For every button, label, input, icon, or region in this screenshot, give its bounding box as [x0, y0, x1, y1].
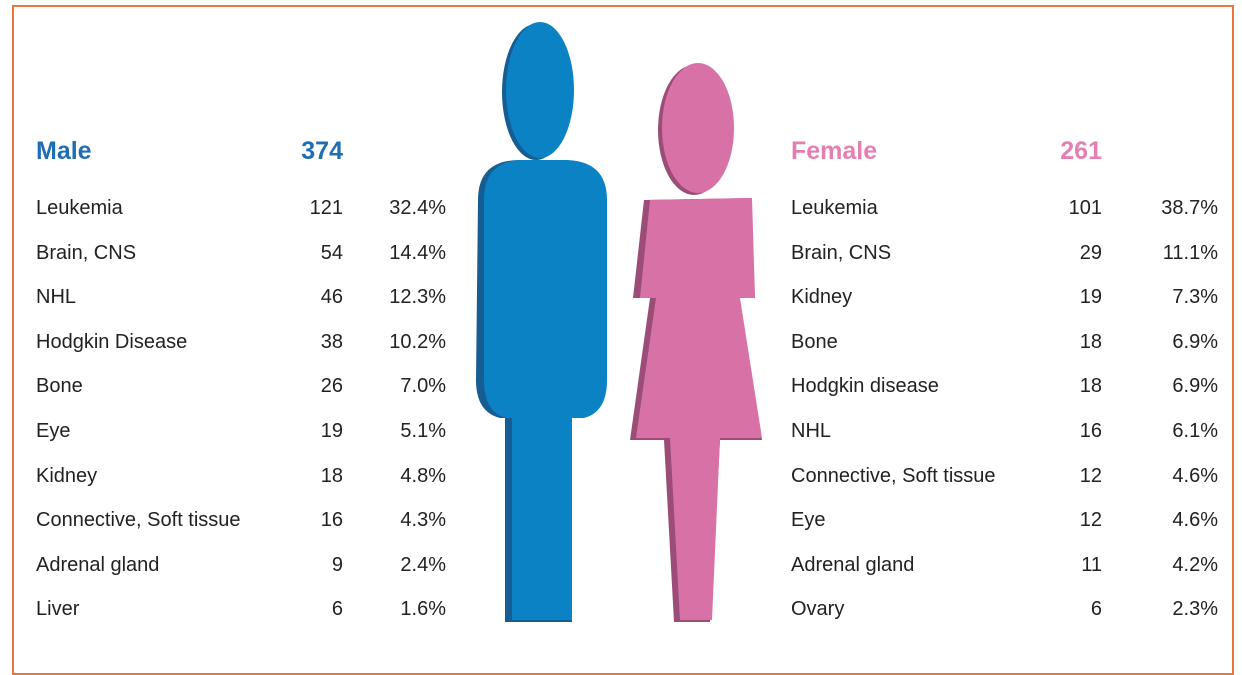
row-percent: 4.6%	[1172, 508, 1218, 532]
row-percent: 4.6%	[1172, 464, 1218, 488]
row-percent: 38.7%	[1161, 196, 1218, 220]
row-count: 11	[1081, 553, 1102, 577]
row-label: Kidney	[791, 285, 852, 309]
row-label: NHL	[36, 285, 76, 309]
row-count: 19	[321, 419, 343, 443]
row-percent: 4.3%	[400, 508, 446, 532]
row-count: 101	[1069, 196, 1102, 220]
row-percent: 6.9%	[1172, 330, 1218, 354]
row-count: 16	[321, 508, 343, 532]
row-count: 18	[1080, 330, 1102, 354]
row-percent: 7.0%	[400, 374, 446, 398]
row-percent: 10.2%	[389, 330, 446, 354]
row-percent: 2.4%	[400, 553, 446, 577]
row-label: Leukemia	[791, 196, 878, 220]
row-percent: 7.3%	[1172, 285, 1218, 309]
group-title: Female	[791, 136, 877, 166]
row-label: NHL	[791, 419, 831, 443]
group-total: 261	[1060, 136, 1102, 166]
row-count: 54	[321, 241, 343, 265]
row-count: 12	[1080, 508, 1102, 532]
row-label: Adrenal gland	[36, 553, 159, 577]
male-figure	[476, 22, 607, 622]
row-count: 26	[321, 374, 343, 398]
row-label: Kidney	[36, 464, 97, 488]
row-label: Eye	[36, 419, 70, 443]
row-percent: 1.6%	[400, 597, 446, 621]
female-figure	[630, 63, 762, 622]
row-percent: 4.2%	[1172, 553, 1218, 577]
group-total: 374	[301, 136, 343, 166]
row-count: 46	[321, 285, 343, 309]
row-label: Hodgkin Disease	[36, 330, 187, 354]
row-count: 9	[332, 553, 343, 577]
row-count: 18	[321, 464, 343, 488]
row-label: Brain, CNS	[36, 241, 136, 265]
group-title: Male	[36, 136, 92, 166]
row-label: Bone	[36, 374, 83, 398]
row-count: 6	[1091, 597, 1102, 621]
row-count: 18	[1080, 374, 1102, 398]
row-count: 16	[1080, 419, 1102, 443]
row-percent: 14.4%	[389, 241, 446, 265]
row-label: Connective, Soft tissue	[36, 508, 241, 532]
row-label: Leukemia	[36, 196, 123, 220]
row-label: Ovary	[791, 597, 844, 621]
row-percent: 12.3%	[389, 285, 446, 309]
row-percent: 6.9%	[1172, 374, 1218, 398]
row-label: Liver	[36, 597, 79, 621]
row-count: 121	[310, 196, 343, 220]
page: Male 374 Leukemia 121 32.4% Brain, CNS 54 14.4%…	[0, 0, 1242, 665]
row-label: Hodgkin disease	[791, 374, 939, 398]
row-percent: 32.4%	[389, 196, 446, 220]
row-label: Adrenal gland	[791, 553, 914, 577]
row-label: Eye	[791, 508, 825, 532]
row-count: 19	[1080, 285, 1102, 309]
row-label: Bone	[791, 330, 838, 354]
row-percent: 2.3%	[1172, 597, 1218, 621]
row-count: 6	[332, 597, 343, 621]
row-label: Connective, Soft tissue	[791, 464, 996, 488]
row-percent: 11.1%	[1163, 241, 1218, 265]
row-percent: 4.8%	[400, 464, 446, 488]
row-count: 38	[321, 330, 343, 354]
row-percent: 6.1%	[1172, 419, 1218, 443]
row-percent: 5.1%	[400, 419, 446, 443]
row-count: 12	[1080, 464, 1102, 488]
row-label: Brain, CNS	[791, 241, 891, 265]
row-count: 29	[1080, 241, 1102, 265]
